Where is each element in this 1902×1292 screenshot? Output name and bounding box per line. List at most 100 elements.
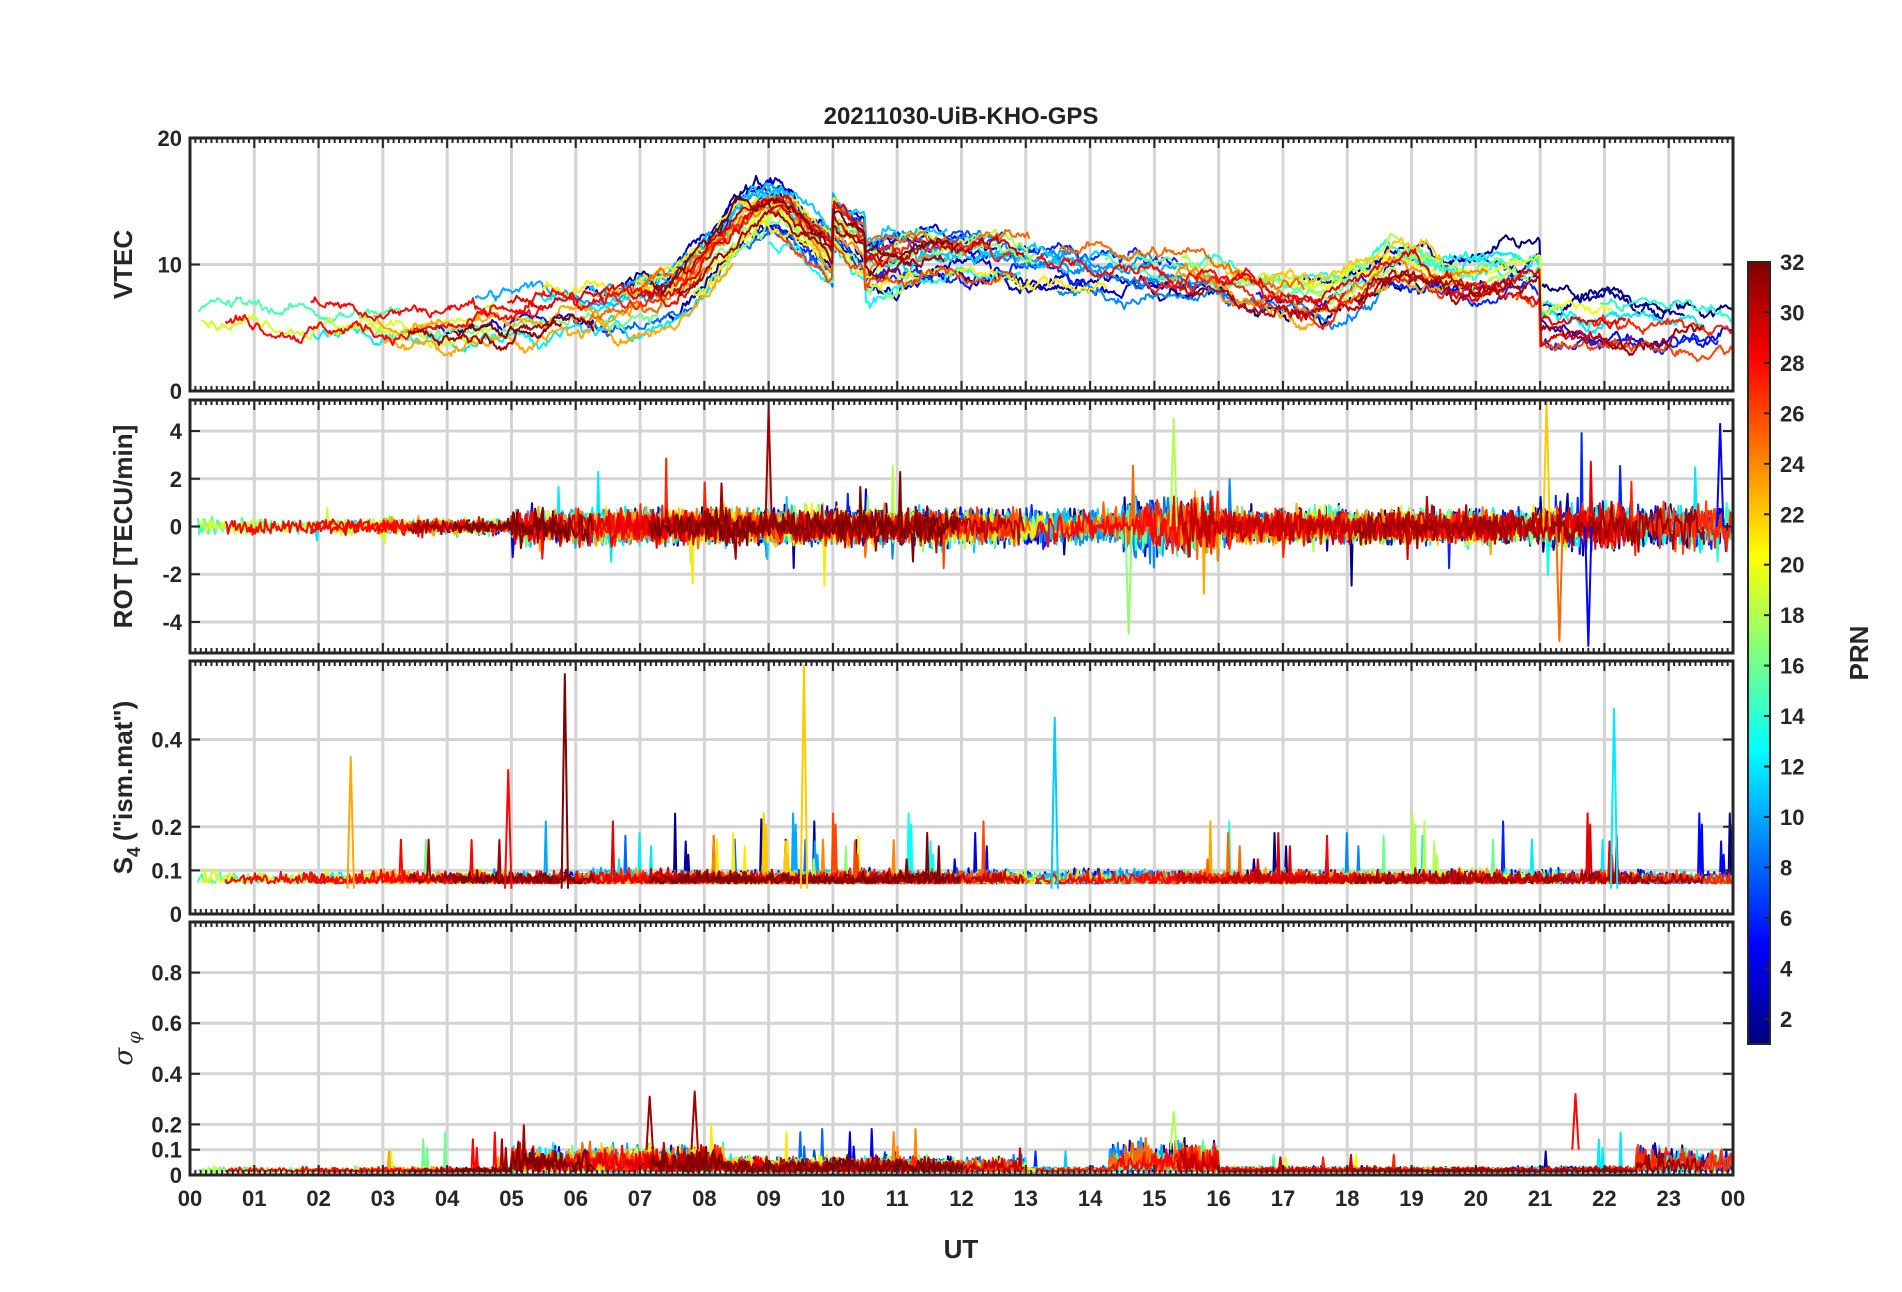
sigma-spike [1571, 1093, 1580, 1150]
sigma-prn-32-trace [649, 1145, 961, 1173]
x-tick-label: 16 [1206, 1186, 1230, 1211]
rot-prn-32-trace [453, 506, 595, 550]
x-tick-label: 00 [178, 1186, 202, 1211]
sigma-spike [645, 1095, 654, 1150]
colorbar-tick-label: 18 [1780, 603, 1804, 628]
rot-spike [1555, 526, 1564, 643]
sigma-spike [1169, 1110, 1178, 1150]
s4-prn-29-trace [1221, 832, 1627, 885]
vtec-prn-30-trace [646, 197, 1025, 297]
x-tick-label: 14 [1078, 1186, 1103, 1211]
vtec-prn-32-trace [649, 197, 960, 295]
sigma-label-sub: φ [124, 1031, 145, 1044]
vtec-y-axis-label: VTEC [108, 230, 138, 300]
vtec-prn-21-trace [692, 219, 1108, 298]
vtec-prn-23-trace [382, 262, 735, 358]
x-tick-label: 02 [306, 1186, 330, 1211]
x-tick-label: 20 [1464, 1186, 1488, 1211]
colorbar-tick-label: 6 [1780, 906, 1792, 931]
x-tick-label: 22 [1592, 1186, 1616, 1211]
x-tick-label: 17 [1271, 1186, 1295, 1211]
vtec-prn-31-trace [1353, 270, 1705, 356]
x-tick-label: 11 [886, 1186, 909, 1211]
vtec-prn-31-trace [676, 209, 945, 297]
rot-prn-31-trace [1353, 500, 1706, 553]
x-tick-label: 06 [564, 1186, 588, 1211]
sigma-spike [690, 1090, 699, 1150]
rot-spike [1169, 418, 1178, 527]
vtec-prn-19-trace [200, 301, 506, 342]
colorbar-tick-label: 28 [1780, 351, 1804, 376]
s4-y-tick-label: 0 [170, 902, 182, 927]
vtec-prn-11-trace [588, 182, 949, 299]
panel-sigma: 00.10.2 0.4 0.6 0.8 σφ [109, 920, 1735, 1188]
vtec-prn-31-trace [407, 320, 562, 352]
rot-prn-31-trace [407, 514, 563, 540]
rot-y-axis-label: ROT [TECU/min] [108, 425, 138, 629]
rot-spike [1542, 401, 1551, 527]
s4-prn-31-trace [1353, 834, 1705, 885]
vtec-prn-14-trace [1599, 297, 1733, 323]
vtec-prn-11-trace [886, 248, 1071, 274]
x-tick-label: 21 [1528, 1186, 1552, 1211]
vtec-prn-30-trace [1175, 269, 1508, 321]
x-tick-label: 19 [1399, 1186, 1423, 1211]
sigma-prn-28-trace [224, 1141, 545, 1173]
s4-prn-30-trace [1175, 867, 1509, 885]
colorbar-gradient [1747, 261, 1771, 1045]
x-tick-label: 10 [821, 1186, 845, 1211]
vtec-prn-28-trace [310, 272, 703, 322]
s4-label-sub: 4 [124, 847, 144, 857]
x-tick-label: 04 [435, 1186, 460, 1211]
x-tick-label: 01 [242, 1186, 266, 1211]
colorbar-tick-label: 20 [1780, 553, 1804, 578]
colorbar-label: PRN [1844, 626, 1874, 681]
vtec-y-tick-label: 10 [158, 253, 182, 278]
s4-spike [346, 755, 355, 889]
vtec-prn-32-trace [453, 313, 595, 340]
s4-spike [799, 664, 809, 889]
x-tick-label: 15 [1142, 1186, 1166, 1211]
vtec-prn-29-trace [1220, 249, 1627, 330]
s4-label-main: S [108, 857, 138, 874]
vtec-prn-13-trace [1407, 247, 1604, 329]
rot-prn-32-trace [649, 471, 961, 563]
vtec-prn-25-trace [1058, 240, 1305, 291]
s4-label-rest: ("ism.mat") [108, 701, 138, 841]
colorbar-tick-label: 32 [1780, 250, 1804, 275]
colorbar-tick-label: 22 [1780, 502, 1804, 527]
rot-prn-31-trace [676, 482, 945, 560]
x-tick-label: 13 [1014, 1186, 1038, 1211]
s4-y-axis-label: S4 ("ism.mat") [108, 701, 144, 875]
sigma-y-axis-label: σφ [109, 1031, 145, 1066]
vtec-prn-1-trace [1438, 234, 1733, 319]
x-tick-labels: 00 01 02 03 04 05 06 07 08 09 10 11 12 13 14 15 16 17 18 19… [178, 1186, 1745, 1211]
x-tick-label: 23 [1656, 1186, 1680, 1211]
chart-title: 20211030-UiB-KHO-GPS [824, 103, 1099, 130]
sigma-y-tick-label: 0.4 [151, 1062, 182, 1087]
sigma-label-main: σ [109, 1047, 139, 1066]
s4-traces [197, 664, 1733, 889]
s4-y-tick-label: 0.4 [151, 728, 182, 753]
rot-axis-ticks [189, 400, 1734, 653]
rot-y-tick-label: -4 [162, 610, 182, 635]
sigma-y-tick-label: 0 [170, 1163, 182, 1188]
sigma-prn-32-trace [453, 1140, 595, 1173]
panel-s4: 0 0.1 0.2 0.4 S4 ("ism.mat") [108, 659, 1735, 927]
s4-y-tick-label: 0.2 [151, 815, 182, 840]
vtec-traces [197, 174, 1733, 363]
s4-spike [1050, 716, 1059, 889]
sigma-prn-31-trace [1353, 1151, 1705, 1173]
x-axis-label: UT [944, 1234, 979, 1264]
rot-y-tick-label: -2 [162, 562, 182, 587]
vtec-prn-28-trace [224, 307, 545, 346]
sigma-y-tick-label: 0.2 [151, 1112, 182, 1137]
vtec-prn-10-trace [474, 191, 754, 308]
rot-spike [1124, 526, 1133, 635]
colorbar-tick-label: 24 [1780, 452, 1805, 477]
x-tick-label: 08 [692, 1186, 716, 1211]
vtec-prn-18-trace [1180, 232, 1460, 297]
